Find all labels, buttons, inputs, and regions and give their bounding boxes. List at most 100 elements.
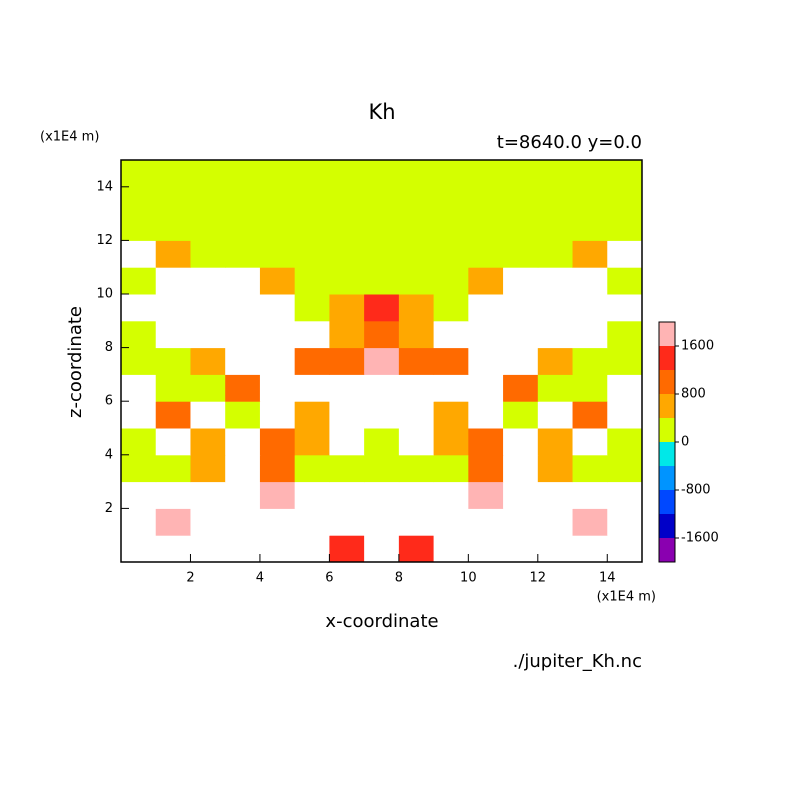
contour-cell [433,508,469,536]
contour-cell [537,535,574,563]
contour-cell [190,267,226,295]
contour-cell [433,320,469,349]
contour-cell [468,428,504,456]
contour-cell [155,347,191,375]
contour-cell [329,508,365,536]
contour-cell [225,240,261,268]
contour-cell [121,428,157,456]
contour-cell [329,374,365,402]
contour-cell [398,267,435,295]
contour-cell [503,481,539,509]
contour-cell [503,508,539,536]
contour-cell [537,294,574,322]
contour-cell [503,294,539,322]
contour-cell [364,454,400,483]
contour-cell [190,481,226,509]
contour-cell [607,481,643,509]
contour-cell [329,294,365,322]
contour-cell [190,320,226,349]
contour-cell [433,535,469,563]
contour-cell [190,240,226,268]
contour-cell [294,374,330,402]
y-axis-label: z-coordinate [65,306,86,418]
contour-cell [398,401,435,429]
contour-cell [329,535,365,563]
contour-cell [607,213,643,241]
contour-cell [259,508,296,536]
contour-cell [190,374,226,402]
contour-cell [398,374,435,402]
contour-cell [225,267,261,295]
contour-cell [259,401,296,429]
contour-cell [225,374,261,402]
contour-cell [364,428,400,456]
contour-cell [433,347,469,375]
colorbar-segment [659,418,675,442]
y-tick-label: 8 [105,340,113,355]
x-tick-label: 14 [599,571,616,586]
contour-cell [225,508,261,536]
contour-cell [364,160,400,188]
contour-cell [572,454,608,483]
x-tick-label: 6 [325,571,333,586]
contour-cell [190,401,226,429]
contour-cell [329,213,365,241]
contour-cell [503,347,539,375]
contour-cell [433,240,469,268]
contour-cell [537,160,574,188]
contour-cell [225,428,261,456]
contour-cell [503,186,539,215]
contour-cell [503,535,539,563]
contour-cell [259,535,296,563]
contour-cell [364,535,400,563]
contour-cell [468,267,504,295]
y-unit: (x1E4 m) [40,130,99,145]
contour-cell [398,160,435,188]
contour-cell [537,240,574,268]
colorbar-segment [659,346,675,370]
source-label: ./jupiter_Kh.nc [513,651,642,672]
contour-cell [259,160,296,188]
contour-cell [225,481,261,509]
contour-cell [468,347,504,375]
contour-cell [225,294,261,322]
contour-cell [537,186,574,215]
contour-cell [468,454,504,483]
contour-cell [364,347,400,375]
chart-subtitle: t=8640.0 y=0.0 [497,132,642,153]
contour-cell [225,454,261,483]
contour-cell [190,294,226,322]
contour-cell [190,186,226,215]
contour-cell [537,401,574,429]
contour-cell [121,160,157,188]
contour-cell [572,347,608,375]
contour-cell [155,481,191,509]
y-tick-label: 10 [96,287,113,302]
x-tick-label: 2 [186,571,194,586]
contour-cell [607,320,643,349]
contour-cell [433,186,469,215]
contour-cell [225,213,261,241]
contour-cell [190,454,226,483]
contour-cell [155,186,191,215]
contour-cell [468,294,504,322]
contour-cell [155,428,191,456]
contour-cell [537,481,574,509]
contour-cell [259,186,296,215]
contour-cell [259,267,296,295]
contour-cell [364,294,400,322]
contour-cell [155,160,191,188]
contour-cell [398,428,435,456]
contour-cell [121,454,157,483]
contour-cell [121,294,157,322]
contour-cell [155,240,191,268]
contour-cell [259,213,296,241]
contour-cell [607,535,643,563]
contour-cell [364,374,400,402]
contour-cell [329,428,365,456]
x-tick-label: 10 [460,571,477,586]
contour-cell [503,213,539,241]
contour-cell [398,454,435,483]
contour-cell [398,535,435,563]
